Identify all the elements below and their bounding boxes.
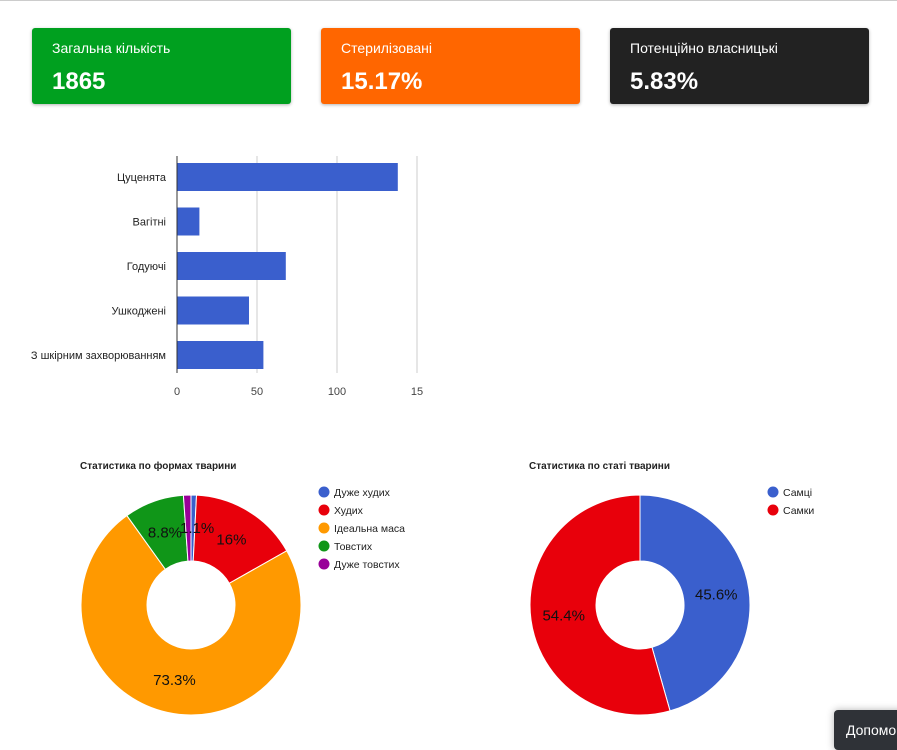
slice-label: 73.3%	[153, 672, 196, 689]
bar-label: Цуценята	[117, 172, 167, 184]
slice-label: 16%	[216, 531, 246, 548]
legend-item: Дуже товстих	[334, 559, 400, 571]
legend-marker	[318, 558, 330, 570]
bar-label: Годуючі	[127, 261, 166, 273]
x-tick-label: 100	[328, 386, 346, 398]
slice-label: 1.1%	[180, 520, 214, 537]
legend-item: Ідеальна маса	[334, 523, 405, 535]
slice-label: 54.4%	[542, 608, 585, 625]
x-tick-label: 50	[251, 386, 263, 398]
card-value: 1865	[52, 68, 106, 95]
slice-label: 45.6%	[695, 586, 738, 603]
card-title: Загальна кількість	[52, 40, 171, 56]
card-owned: Потенційно власницькі 5.83%	[610, 28, 869, 104]
legend-item: Самки	[783, 505, 814, 517]
legend-item: Худих	[334, 505, 364, 517]
legend-marker	[318, 522, 330, 534]
chart-title: Статистика по статі тварини	[529, 461, 670, 472]
card-title: Стерилізовані	[341, 40, 432, 56]
chart-title: Статистика по формах тварини	[80, 460, 236, 472]
pie-slice	[182, 494, 192, 562]
card-value: 15.17%	[341, 68, 423, 95]
bar-label: Ушкоджені	[111, 306, 166, 318]
legend-marker	[318, 486, 330, 498]
bar	[177, 207, 200, 236]
bar	[177, 296, 249, 325]
card-sterilized: Стерилізовані 15.17%	[321, 28, 580, 104]
bar	[177, 252, 286, 280]
legend-item: Товстих	[334, 541, 373, 553]
bar-label: З шкірним захворюванням	[31, 350, 166, 362]
x-tick-label: 0	[174, 386, 180, 398]
pie-slice	[80, 514, 302, 716]
bar	[177, 341, 264, 369]
legend-marker	[767, 486, 779, 498]
help-button[interactable]: Допомо	[834, 710, 897, 750]
legend-item: Самці	[783, 487, 812, 499]
card-value: 5.83%	[630, 68, 699, 95]
x-tick-label: 15	[411, 386, 423, 398]
slice-label: 8.8%	[148, 525, 182, 542]
bar	[177, 163, 398, 191]
legend-item: Дуже худих	[334, 487, 391, 499]
pie-slice	[529, 494, 671, 716]
pie-slice	[639, 494, 751, 712]
legend-marker	[767, 504, 779, 516]
bar-label: Вагітні	[133, 217, 166, 229]
legend-marker	[318, 504, 330, 516]
legend-marker	[318, 540, 330, 552]
card-title: Потенційно власницькі	[630, 40, 778, 56]
card-total: Загальна кількість 1865	[32, 28, 291, 104]
